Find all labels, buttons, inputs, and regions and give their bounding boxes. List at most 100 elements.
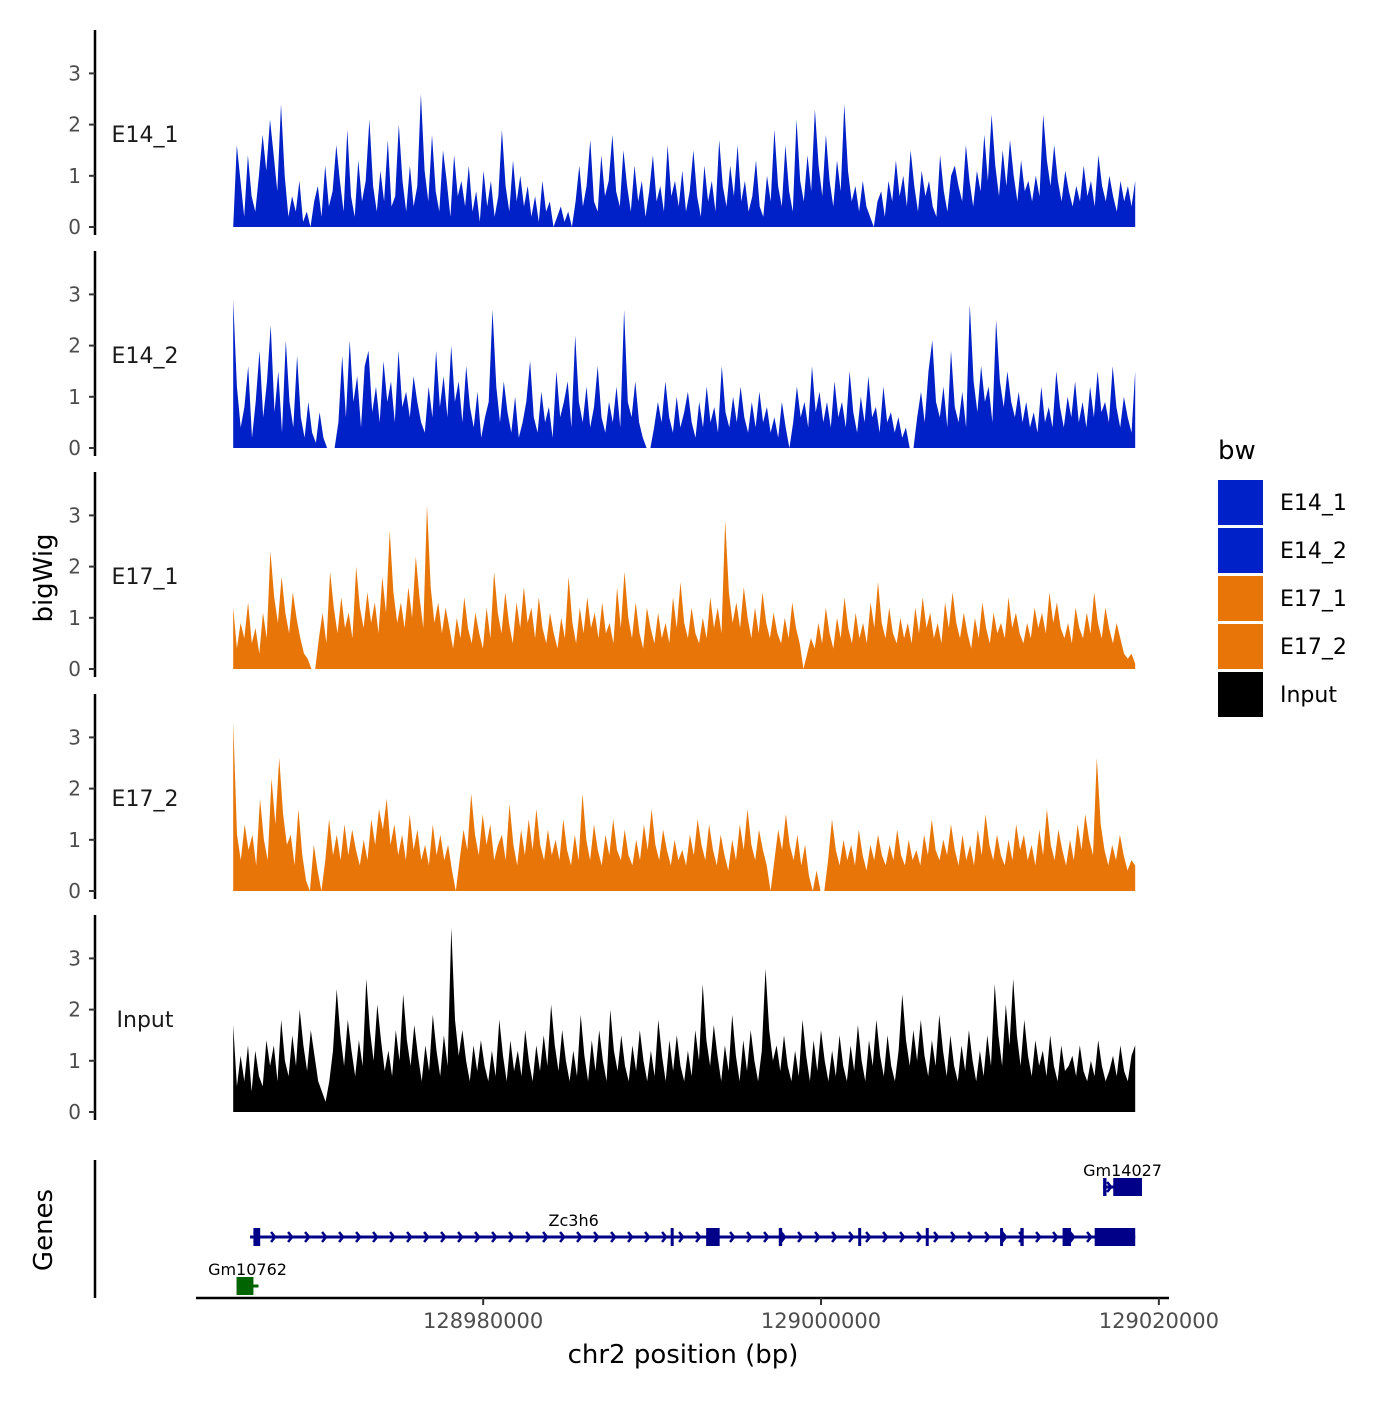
strand-chevron-zc3h6-36 xyxy=(865,1231,872,1243)
coverage-area-input xyxy=(233,927,1136,1112)
y-tick-label-input-2: 2 xyxy=(68,998,81,1022)
coverage-area-e14-1 xyxy=(233,93,1136,228)
strand-chevron-zc3h6-16 xyxy=(525,1231,532,1243)
y-tick-label-e14-1-3: 3 xyxy=(68,61,81,85)
strand-chevron-zc3h6-19 xyxy=(576,1231,583,1243)
y-tick-label-e17-1-1: 1 xyxy=(68,606,81,630)
coverage-area-e17-1 xyxy=(233,505,1136,669)
strand-chevron-zc3h6-1 xyxy=(270,1231,277,1243)
x-tick-label-129000000: 129000000 xyxy=(761,1309,881,1333)
y-tick-label-e17-2-1: 1 xyxy=(68,828,81,852)
y-tick-label-input-1: 1 xyxy=(68,1049,81,1073)
strand-chevron-zc3h6-8 xyxy=(389,1231,396,1243)
exon-zc3h6-3 xyxy=(778,1228,783,1246)
track-e17-1: 0 1 2 3 E17_1 xyxy=(68,472,1136,681)
gene-label-gm14027: Gm14027 xyxy=(1083,1161,1162,1180)
y-tick-label-e17-2-3: 3 xyxy=(68,725,81,749)
y-tick-label-e14-2-3: 3 xyxy=(68,282,81,306)
strand-chevron-zc3h6-20 xyxy=(593,1231,600,1243)
exon-gm10762-0 xyxy=(236,1277,254,1295)
strand-chevron-zc3h6-24 xyxy=(661,1231,668,1243)
y-tick-label-e14-2-0: 0 xyxy=(68,436,81,460)
y-tick-label-e17-2-0: 0 xyxy=(68,879,81,903)
strand-chevron-zc3h6-15 xyxy=(508,1231,515,1243)
gene-zc3h6: Zc3h6 xyxy=(250,1211,1136,1246)
legend-label-e14-1: E14_1 xyxy=(1280,491,1347,516)
y-tick-label-e17-1-2: 2 xyxy=(68,555,81,579)
exon-zc3h6-2 xyxy=(706,1228,720,1246)
strand-chevron-zc3h6-12 xyxy=(457,1231,464,1243)
strand-chevron-zc3h6-17 xyxy=(542,1231,549,1243)
strand-chevron-zc3h6-35 xyxy=(848,1231,855,1243)
strand-chevron-zc3h6-37 xyxy=(882,1231,889,1243)
strand-chevron-zc3h6-33 xyxy=(814,1231,821,1243)
exon-gm14027-1 xyxy=(1113,1178,1142,1196)
strand-chevron-zc3h6-32 xyxy=(797,1231,804,1243)
strand-chevron-zc3h6-23 xyxy=(644,1231,651,1243)
strand-chevron-zc3h6-28 xyxy=(729,1231,736,1243)
gene-label-zc3h6: Zc3h6 xyxy=(549,1211,599,1230)
strand-chevron-zc3h6-29 xyxy=(746,1231,753,1243)
strand-chevron-zc3h6-40 xyxy=(933,1231,940,1243)
legend: bw E14_1 E14_2 E17_1 E17_2 Input xyxy=(1218,436,1347,717)
legend-key-e17-2 xyxy=(1218,624,1263,669)
strand-chevron-zc3h6-41 xyxy=(950,1231,957,1243)
y-tick-label-e14-2-1: 1 xyxy=(68,385,81,409)
strand-chevron-zc3h6-11 xyxy=(440,1231,447,1243)
track-label-e17-2: E17_2 xyxy=(112,787,179,812)
strand-chevron-zc3h6-34 xyxy=(831,1231,838,1243)
legend-key-e14-2 xyxy=(1218,528,1263,573)
strand-chevron-zc3h6-13 xyxy=(474,1231,481,1243)
y-tick-label-e17-2-2: 2 xyxy=(68,777,81,801)
strand-chevron-zc3h6-46 xyxy=(1035,1231,1042,1243)
legend-label-input: Input xyxy=(1280,683,1337,708)
x-tick-label-128980000: 128980000 xyxy=(423,1309,543,1333)
strand-chevron-zc3h6-2 xyxy=(287,1231,294,1243)
gene-gm14027: Gm14027 xyxy=(1083,1161,1162,1196)
exon-zc3h6-8 xyxy=(1062,1228,1072,1246)
legend-title: bw xyxy=(1218,436,1256,466)
gene-gm10762: Gm10762 xyxy=(208,1260,287,1295)
strand-chevron-zc3h6-47 xyxy=(1052,1231,1059,1243)
exon-zc3h6-0 xyxy=(253,1228,261,1246)
strand-chevron-zc3h6-31 xyxy=(780,1231,787,1243)
genes-axis-title: Genes xyxy=(29,1189,59,1271)
legend-label-e14-2: E14_2 xyxy=(1280,539,1347,564)
track-label-e14-1: E14_1 xyxy=(112,123,179,148)
gene-track: Gm14027 Zc3h6 Gm10762 xyxy=(93,1160,1162,1298)
y-tick-label-e17-1-3: 3 xyxy=(68,503,81,527)
strand-chevron-zc3h6-5 xyxy=(338,1231,345,1243)
coverage-area-e17-2 xyxy=(233,722,1136,891)
strand-chevron-zc3h6-6 xyxy=(355,1231,362,1243)
legend-key-e14-1 xyxy=(1218,480,1263,525)
legend-label-e17-1: E17_1 xyxy=(1280,587,1347,612)
track-label-input: Input xyxy=(117,1008,174,1033)
strand-chevron-zc3h6-48 xyxy=(1069,1231,1076,1243)
exon-zc3h6-7 xyxy=(1020,1228,1024,1246)
x-tick-label-129020000: 129020000 xyxy=(1099,1309,1219,1333)
track-e14-2: 0 1 2 3 E14_2 xyxy=(68,251,1136,460)
track-label-e17-1: E17_1 xyxy=(112,565,179,590)
strand-chevron-zc3h6-3 xyxy=(304,1231,311,1243)
strand-chevron-zc3h6-43 xyxy=(984,1231,991,1243)
strand-chevron-zc3h6-14 xyxy=(491,1231,498,1243)
gene-label-gm10762: Gm10762 xyxy=(208,1260,287,1279)
strand-chevron-zc3h6-30 xyxy=(763,1231,770,1243)
exon-zc3h6-5 xyxy=(925,1228,929,1246)
exon-gm14027-0 xyxy=(1103,1178,1107,1196)
y-tick-label-e14-2-2: 2 xyxy=(68,334,81,358)
strand-chevron-zc3h6-21 xyxy=(610,1231,617,1243)
strand-chevron-gm14027-0 xyxy=(1106,1181,1113,1193)
y-tick-label-e14-1-0: 0 xyxy=(68,215,81,239)
y-tick-label-e17-1-0: 0 xyxy=(68,657,81,681)
exon-zc3h6-4 xyxy=(858,1228,862,1246)
legend-label-e17-2: E17_2 xyxy=(1280,635,1347,660)
exon-zc3h6-1 xyxy=(670,1228,674,1246)
x-axis-title: chr2 position (bp) xyxy=(568,1340,799,1370)
strand-chevron-zc3h6-39 xyxy=(916,1231,923,1243)
track-input: 0 1 2 3 Input xyxy=(68,915,1136,1124)
exon-zc3h6-6 xyxy=(1000,1228,1004,1246)
strand-chevron-zc3h6-25 xyxy=(678,1231,685,1243)
strand-chevron-zc3h6-38 xyxy=(899,1231,906,1243)
